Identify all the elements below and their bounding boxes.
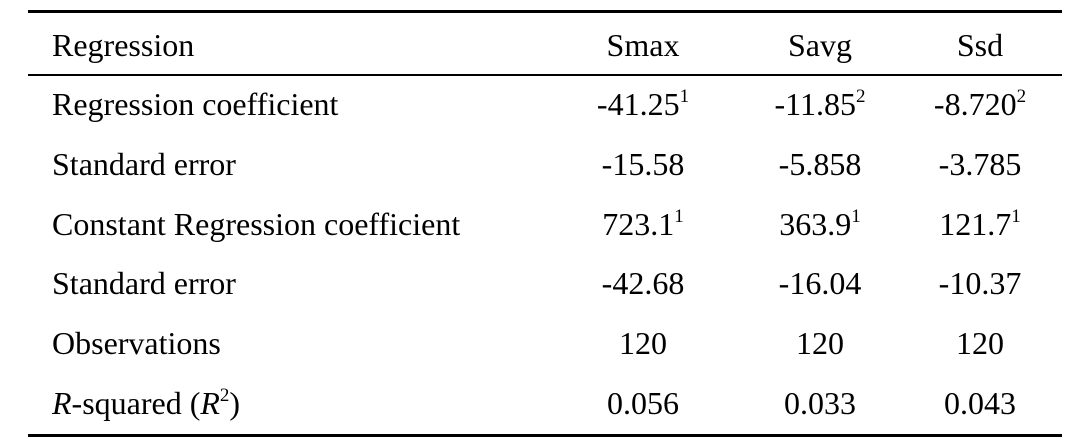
label-text: R <box>52 385 72 421</box>
value-cell: 120 <box>890 318 1070 368</box>
header-cell: Regression <box>52 27 195 63</box>
label-text: Standard error <box>52 145 236 182</box>
footnote-mark: 1 <box>674 205 684 227</box>
value: 120 <box>619 325 667 362</box>
label-text: -squared ( <box>71 385 201 421</box>
value-cell: 0.033 <box>730 378 910 428</box>
value-cell: 363.91 <box>730 199 910 249</box>
value-cell: -11.852 <box>730 79 910 129</box>
value-cell: 120 <box>553 318 733 368</box>
value-cell: -16.04 <box>730 258 910 308</box>
top-rule <box>28 10 1062 13</box>
header-rule <box>28 74 1062 76</box>
value-cell: -15.58 <box>553 139 733 189</box>
superscript: 2 <box>219 385 230 406</box>
footnote-mark: 1 <box>1011 205 1021 227</box>
value: 120 <box>956 325 1004 362</box>
value: -41.25 <box>596 86 680 122</box>
label-text: ) <box>229 385 241 421</box>
value-cell: -41.251 <box>553 79 733 129</box>
value: 120 <box>796 325 844 362</box>
row-label: Standard error <box>52 139 236 189</box>
value-cell: 120 <box>730 318 910 368</box>
value-cell: -42.68 <box>553 258 733 308</box>
row-label: Standard error <box>52 258 236 308</box>
label-text: Standard error <box>52 265 236 302</box>
footnote-mark: 1 <box>679 86 690 107</box>
value-cell: 723.11 <box>553 199 733 249</box>
label-text: Observations <box>52 325 221 362</box>
value-cell: -5.858 <box>730 139 910 189</box>
value: -10.37 <box>938 265 1022 302</box>
value-cell: 0.043 <box>890 378 1070 428</box>
footnote-mark: 1 <box>851 205 861 227</box>
value: -8.720 <box>933 86 1017 122</box>
value: -15.58 <box>601 145 685 182</box>
bottom-rule <box>28 434 1062 437</box>
value: 723.1 <box>602 205 675 242</box>
header-cell: Savg <box>788 27 852 63</box>
value: 0.033 <box>784 385 856 421</box>
row-label: Observations <box>52 318 221 368</box>
label-text: Constant Regression coefficient <box>52 205 461 242</box>
value-cell: 0.056 <box>553 378 733 428</box>
value: -11.85 <box>774 86 856 122</box>
value-cell: -8.7202 <box>890 79 1070 129</box>
value: -5.858 <box>778 145 862 182</box>
footnote-mark: 2 <box>855 86 866 107</box>
header-cell: Smax <box>606 27 680 63</box>
value: -42.68 <box>601 265 685 302</box>
value: 121.7 <box>939 205 1012 242</box>
value-cell: -10.37 <box>890 258 1070 308</box>
row-label: R-squared (R2) <box>52 378 240 428</box>
header-cell: Ssd <box>956 27 1004 63</box>
value: -16.04 <box>778 265 862 302</box>
value: 0.043 <box>944 385 1016 421</box>
label-text: R <box>200 385 220 421</box>
value-cell: -3.785 <box>890 139 1070 189</box>
row-label: Constant Regression coefficient <box>52 199 460 249</box>
footnote-mark: 2 <box>1016 86 1027 107</box>
row-label: Regression coefficient <box>52 79 338 129</box>
value-cell: 121.71 <box>890 199 1070 249</box>
value: 0.056 <box>607 385 679 421</box>
value: 363.9 <box>779 205 852 242</box>
value: -3.785 <box>938 145 1022 182</box>
label-text: Regression coefficient <box>52 86 339 122</box>
